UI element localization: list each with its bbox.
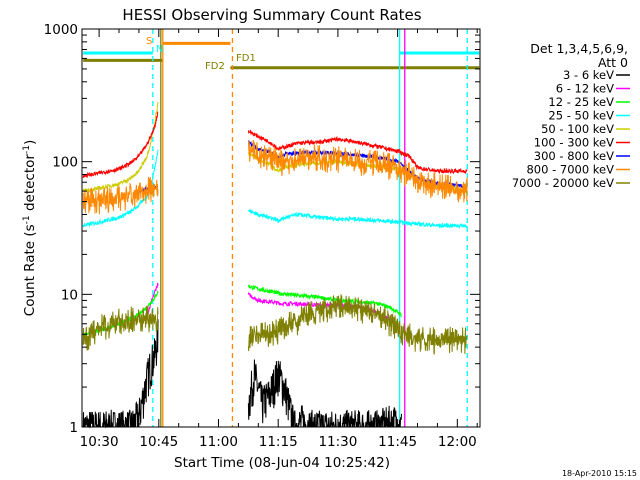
footer-timestamp: 18-Apr-2010 15:15 <box>562 469 637 478</box>
legend-label-1: 3 - 6 keV <box>563 68 614 82</box>
x-tick-label-6: 11:45 <box>378 434 417 450</box>
x-tick-label-4: 11:15 <box>259 434 298 450</box>
legend-header-1: Det 1,3,4,5,6,9, <box>530 41 628 56</box>
series-100-300-kev <box>82 111 468 179</box>
legend-label-4: 25 - 50 keV <box>548 109 614 123</box>
saa-label: S <box>146 36 152 47</box>
y-tick-label-2: 10 <box>61 287 78 303</box>
series-800-7000-kev <box>82 139 468 215</box>
x-axis: 10:30 10:45 11:00 11:15 11:30 11:45 12:00 <box>80 29 478 450</box>
legend-label-6: 100 - 300 keV <box>534 136 614 150</box>
y-axis: 1 10 100 1000 <box>44 22 480 436</box>
series-3-6-kev <box>82 319 402 429</box>
legend-header-2: Att 0 <box>598 55 628 70</box>
x-tick-label-1: 10:30 <box>80 434 119 450</box>
y-axis-label: Count Rate (s-1 detector-1) <box>22 140 38 316</box>
night-label: N <box>156 44 163 55</box>
x-tick-label-5: 11:30 <box>318 434 357 450</box>
chart-title: HESSI Observing Summary Count Rates <box>122 6 421 24</box>
legend-label-8: 800 - 7000 keV <box>526 163 614 177</box>
legend-label-2: 6 - 12 keV <box>556 82 614 96</box>
x-tick-label-7: 12:00 <box>438 434 477 450</box>
legend-label-5: 50 - 100 keV <box>541 122 614 136</box>
flare1-label: FD1 <box>236 53 256 64</box>
legend-label-7: 300 - 800 keV <box>534 149 614 163</box>
y-tick-label-1: 1 <box>69 420 78 436</box>
x-tick-label-3: 11:00 <box>199 434 238 450</box>
legend-label-9: 7000 - 20000 keV <box>512 176 614 190</box>
flare2-label: FD2 <box>205 61 225 72</box>
series-7000-20000-kev <box>82 294 468 355</box>
plot-frame <box>81 28 481 428</box>
y-tick-label-4: 1000 <box>44 22 78 38</box>
legend-label-3: 12 - 25 keV <box>548 95 614 109</box>
plot-area: SN FD1 FD2 <box>82 29 480 429</box>
x-tick-label-2: 10:45 <box>139 434 178 450</box>
x-axis-label: Start Time (08-Jun-04 10:25:42) <box>174 455 390 471</box>
y-tick-label-3: 100 <box>52 155 78 171</box>
